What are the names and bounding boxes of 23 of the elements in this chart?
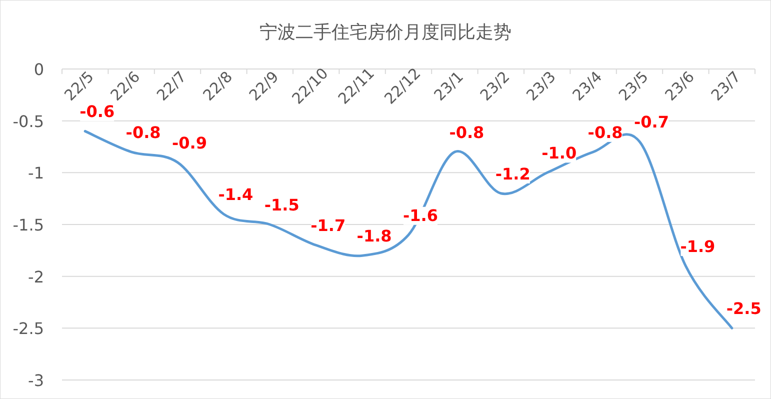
data-label: -1.4: [218, 185, 254, 204]
y-tick-label: -1: [28, 164, 44, 183]
data-label: -0.8: [449, 122, 484, 142]
chart-title: 宁波二手住宅房价月度同比走势: [260, 22, 512, 43]
y-tick-label: -3: [28, 371, 44, 390]
data-label: -1.6: [403, 206, 438, 225]
data-label: -1.8: [356, 226, 392, 246]
data-label: -1.7: [310, 216, 346, 236]
data-label: -1.0: [542, 144, 577, 163]
data-label: -0.8: [588, 122, 623, 142]
data-label: -0.9: [172, 133, 207, 152]
data-label: -0.6: [80, 102, 115, 122]
y-tick-label: 0: [34, 60, 44, 79]
data-label: -1.9: [680, 236, 716, 256]
y-tick-label: -1.5: [12, 216, 44, 234]
y-tick-label: -0.5: [12, 112, 44, 131]
y-tick-label: -2: [28, 267, 44, 286]
data-label: -2.5: [726, 299, 762, 318]
data-label: -0.7: [634, 112, 669, 132]
y-tick-label: -2.5: [12, 319, 44, 338]
data-label: -0.8: [126, 122, 161, 142]
data-label: -1.2: [495, 164, 530, 184]
data-label: -1.5: [264, 196, 300, 214]
